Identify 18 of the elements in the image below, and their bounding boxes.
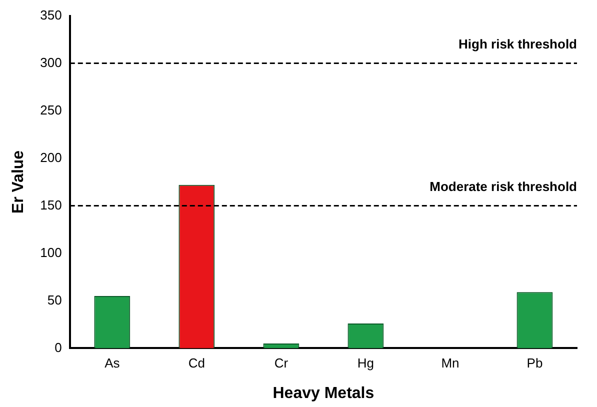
y-tick-label: 300 bbox=[40, 54, 62, 70]
y-tick-label: 350 bbox=[40, 7, 62, 22]
y-tick-label: 150 bbox=[40, 197, 62, 212]
ref-line-label: High risk threshold bbox=[458, 36, 578, 52]
y-tick-label: 50 bbox=[47, 292, 62, 308]
x-tick-label: Cr bbox=[274, 356, 289, 371]
y-tick-label: 250 bbox=[40, 102, 62, 118]
x-tick-label: Pb bbox=[526, 356, 543, 371]
y-tick-label: 100 bbox=[40, 244, 62, 260]
x-tick-label: Hg bbox=[357, 356, 374, 371]
y-tick-label: 0 bbox=[54, 340, 62, 355]
x-tick-label: Mn bbox=[441, 356, 460, 371]
y-axis-title: Er Value bbox=[10, 150, 28, 214]
x-tick-label: As bbox=[104, 356, 120, 371]
ref-line-label: Moderate risk threshold bbox=[430, 178, 578, 194]
y-tick-label: 200 bbox=[40, 150, 62, 165]
x-tick-label: Cd bbox=[188, 356, 205, 371]
x-axis-title: Heavy Metals bbox=[272, 384, 374, 402]
